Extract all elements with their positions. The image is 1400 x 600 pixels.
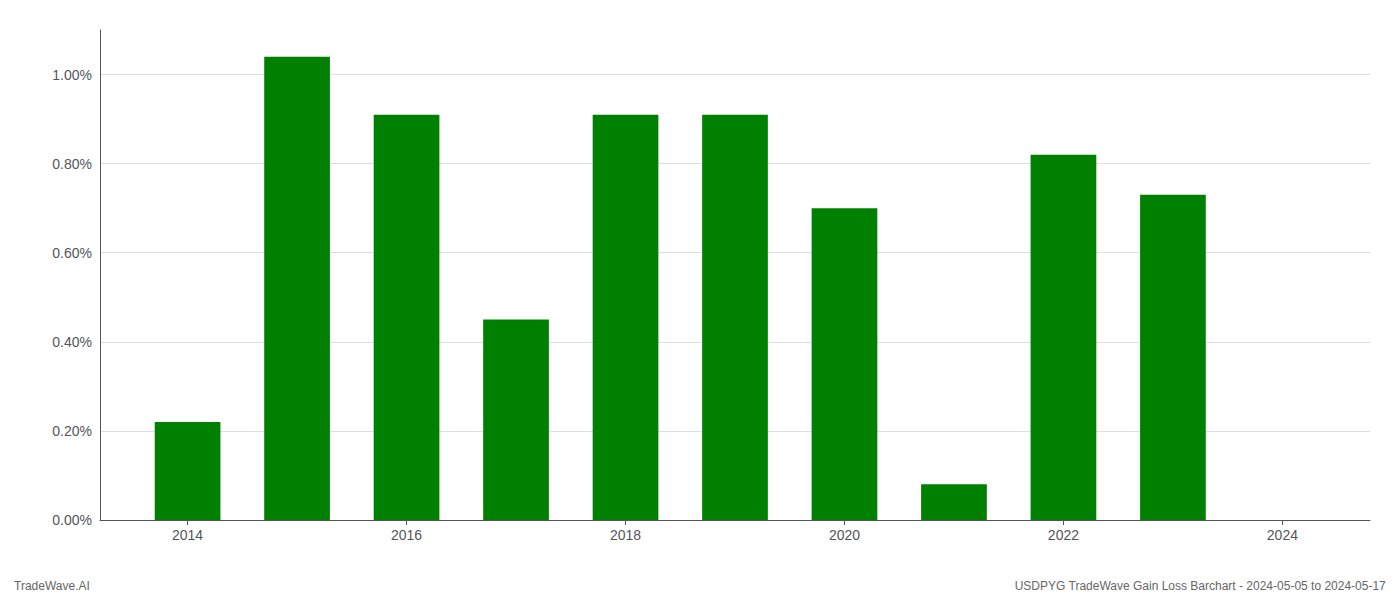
svg-text:2022: 2022 [1048, 527, 1079, 543]
svg-text:0.40%: 0.40% [52, 334, 92, 350]
svg-text:2020: 2020 [829, 527, 860, 543]
svg-text:0.80%: 0.80% [52, 156, 92, 172]
svg-text:0.20%: 0.20% [52, 423, 92, 439]
svg-text:USDPYG TradeWave Gain Loss Bar: USDPYG TradeWave Gain Loss Barchart - 20… [1015, 579, 1386, 593]
svg-text:2024: 2024 [1267, 527, 1298, 543]
svg-text:2014: 2014 [172, 527, 203, 543]
svg-text:TradeWave.AI: TradeWave.AI [14, 579, 90, 593]
svg-text:0.60%: 0.60% [52, 245, 92, 261]
svg-text:2018: 2018 [610, 527, 641, 543]
svg-text:1.00%: 1.00% [52, 67, 92, 83]
svg-text:2016: 2016 [391, 527, 422, 543]
svg-text:0.00%: 0.00% [52, 512, 92, 528]
